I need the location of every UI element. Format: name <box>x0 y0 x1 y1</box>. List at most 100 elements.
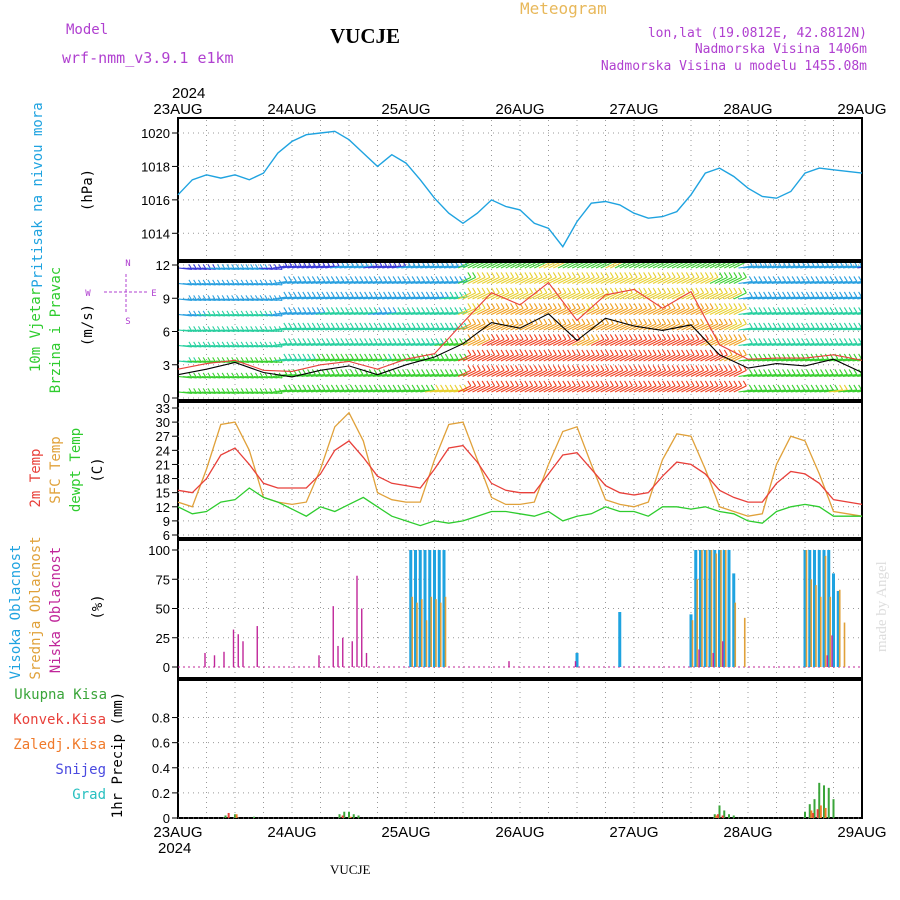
y-tick-label: 24 <box>156 443 170 458</box>
wind-barb-feather <box>801 307 806 313</box>
cloud-bar <box>732 573 736 667</box>
wind-barb-feather <box>393 263 397 267</box>
wind-barb-feather <box>733 365 738 371</box>
wind-barb-feather <box>288 353 293 360</box>
wind-barb-feather <box>529 303 534 309</box>
wind-speed-line <box>177 313 863 378</box>
wind-barb <box>325 280 340 285</box>
wind-barb-feather <box>738 287 743 294</box>
wind-barb-feather <box>538 287 543 294</box>
wind-barb <box>358 265 373 269</box>
wind-barb <box>272 327 287 331</box>
precip-bar <box>728 814 730 818</box>
wind-barb-feather <box>355 263 359 267</box>
wind-barb <box>405 265 420 269</box>
wind-barb <box>728 385 742 393</box>
wind-barb <box>819 311 834 316</box>
wind-barb-feather <box>368 369 373 375</box>
wind-barb-feather <box>406 307 411 313</box>
wind-barb <box>771 342 786 347</box>
wind-barb <box>581 276 595 284</box>
wind-barb-feather <box>364 307 369 313</box>
wind-barb-feather <box>538 380 543 387</box>
wind-barb-feather <box>472 365 477 371</box>
wind-barb-feather <box>619 303 624 309</box>
wind-barb-feather <box>454 276 459 282</box>
wind-barb-feather <box>733 334 738 340</box>
wind-barb-feather <box>311 353 316 360</box>
wind-barb <box>391 327 406 331</box>
wind-barb-feather <box>335 338 340 344</box>
wind-barb <box>500 307 514 315</box>
wind-barb-feather <box>628 349 633 356</box>
wind-barb <box>757 327 772 331</box>
wind-barb-feather <box>848 384 853 391</box>
wind-barb <box>572 276 586 284</box>
wind-barb-feather <box>519 318 524 325</box>
precip-bar <box>338 814 341 818</box>
wind-barb <box>724 276 738 284</box>
y-tick-label: 1014 <box>141 226 170 241</box>
wind-barb-feather <box>378 322 383 329</box>
wind-barb <box>557 263 570 269</box>
wind-barb-feather <box>609 334 614 340</box>
wind-barb-feather <box>524 365 529 371</box>
wind-barb <box>643 307 657 315</box>
wind-barb <box>633 263 646 269</box>
wind-barb-feather <box>472 287 477 294</box>
wind-barb <box>377 327 392 331</box>
wind-barb-feather <box>292 369 297 375</box>
wind-barb-feather <box>738 334 743 340</box>
wind-barb <box>705 276 719 284</box>
wind-barb-feather <box>557 380 562 387</box>
wind-barb <box>515 276 529 284</box>
wind-barb-feather <box>662 272 667 278</box>
wind-barb-feather <box>824 322 829 329</box>
wind-barb-feather <box>748 384 753 391</box>
wind-barb-feather <box>695 287 700 294</box>
wind-barb <box>401 389 416 393</box>
wind-barb-feather <box>407 263 411 267</box>
wind-barb <box>619 338 633 346</box>
wind-barb <box>291 296 306 300</box>
wind-barb <box>690 323 704 331</box>
wind-barb-feather <box>571 287 576 294</box>
wind-barb <box>372 358 387 362</box>
wind-barb-feather <box>843 338 848 344</box>
wind-barb-feather <box>614 272 619 278</box>
wind-barb <box>538 263 551 269</box>
wind-barb <box>690 276 704 284</box>
precip-legend-item: Zaledj.Kisa <box>13 737 106 753</box>
wind-barb <box>458 276 472 284</box>
wind-barb <box>833 311 848 316</box>
wind-barb <box>439 327 454 331</box>
wind-barb <box>576 307 590 315</box>
wind-barb-feather <box>719 287 724 294</box>
wind-barb-feather <box>840 263 844 267</box>
wind-barb-feather <box>586 349 591 356</box>
wind-barb-feather <box>810 338 815 344</box>
cloud-bar <box>256 626 258 667</box>
wind-barb-feather <box>806 263 810 267</box>
wind-barb <box>823 389 838 393</box>
wind-barb-feather <box>848 291 853 298</box>
wind-barb-feather <box>662 303 667 309</box>
wind-barb-feather <box>330 353 335 360</box>
cloud-bar <box>442 550 446 667</box>
cloud-bar <box>824 555 827 667</box>
wind-barb <box>624 338 638 346</box>
wind-barb-feather <box>467 365 472 371</box>
wind-barb <box>377 342 392 347</box>
wind-barb <box>638 276 652 284</box>
wind-barb-feather <box>571 318 576 325</box>
wind-barb-feather <box>416 322 421 329</box>
wind-barb-feather <box>354 276 359 282</box>
wind-barb-feather <box>681 287 686 294</box>
wind-barb-feather <box>843 276 848 282</box>
wind-barb-feather <box>772 369 777 375</box>
wind-barb-feather <box>316 291 321 298</box>
wind-barb <box>415 373 430 378</box>
wind-barb-feather <box>638 287 643 294</box>
wind-barb <box>386 389 401 393</box>
wind-barb <box>790 358 805 362</box>
